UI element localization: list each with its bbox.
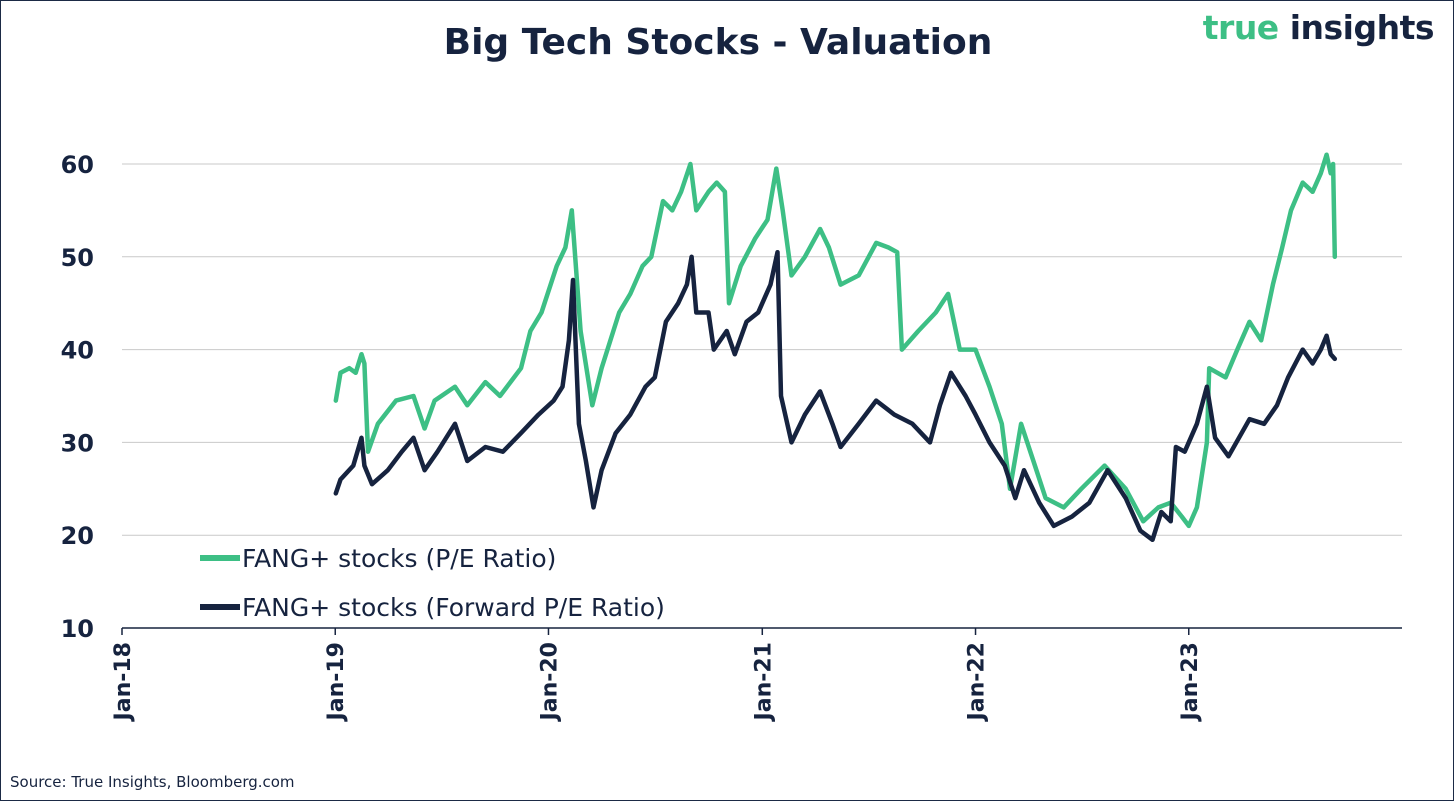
brand-logo: true insights	[1202, 8, 1435, 47]
brand-word-insights: insights	[1289, 8, 1435, 47]
x-axis: Jan-18 Jan-19 Jan-20 Jan-21 Jan-22 Jan-23	[111, 628, 1203, 722]
x-tick-label-Jan-22: Jan-22	[965, 642, 990, 722]
y-tick-label-20: 20	[61, 522, 94, 550]
x-tick-label-Jan-20: Jan-20	[537, 642, 562, 722]
y-tick-label-40: 40	[61, 337, 94, 365]
y-tick-label-10: 10	[61, 615, 94, 643]
y-tick-label-30: 30	[61, 429, 94, 457]
legend-label-pe: FANG+ stocks (P/E Ratio)	[242, 544, 556, 573]
x-tick-label-Jan-21: Jan-21	[751, 642, 776, 722]
y-axis: 10 20 30 40 50 60	[61, 151, 1402, 643]
x-tick-label-Jan-23: Jan-23	[1178, 642, 1203, 722]
legend: FANG+ stocks (P/E Ratio) FANG+ stocks (Fo…	[200, 544, 665, 622]
brand-word-true: true	[1202, 8, 1279, 47]
series-line-forward_pe	[333, 249, 1338, 543]
chart-title: Big Tech Stocks - Valuation	[443, 22, 993, 63]
y-tick-label-60: 60	[61, 151, 94, 179]
series-lines	[333, 152, 1338, 543]
x-tick-label-Jan-19: Jan-19	[324, 642, 349, 722]
source-note: Source: True Insights, Bloomberg.com	[10, 773, 295, 791]
y-tick-label-50: 50	[61, 244, 94, 272]
series-line-pe	[333, 152, 1338, 529]
legend-label-forward_pe: FANG+ stocks (Forward P/E Ratio)	[242, 593, 665, 622]
gridlines	[122, 163, 1402, 536]
x-tick-label-Jan-18: Jan-18	[111, 642, 136, 722]
